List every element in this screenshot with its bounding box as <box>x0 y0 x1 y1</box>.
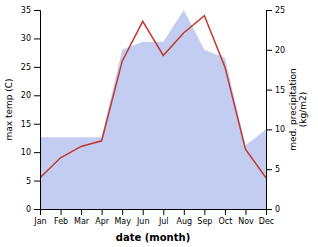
y-tick-label: 20 <box>21 91 31 100</box>
y2-axis-title-line: (kg/m2) <box>298 92 308 127</box>
x-tick-mark <box>225 209 226 215</box>
x-tick: Apr <box>95 209 110 226</box>
y-tick: 20 <box>21 91 40 100</box>
x-tick-label: Feb <box>54 217 68 226</box>
x-tick-mark <box>204 209 205 215</box>
y2-tick-mark <box>266 50 272 51</box>
y-tick: 0 <box>26 205 40 214</box>
x-tick-label: Mar <box>74 217 90 226</box>
y-tick: 5 <box>26 177 40 186</box>
x-axis-line <box>41 210 267 216</box>
y-tick-label: 15 <box>21 120 31 129</box>
x-tick-mark <box>122 209 123 215</box>
y-tick-label: 30 <box>21 34 31 43</box>
y-tick-mark <box>34 209 40 210</box>
y2-axis-title-line: med. precipitation <box>288 68 298 150</box>
y2-tick-label: 15 <box>275 86 285 95</box>
x-tick-label: Jan <box>33 217 46 226</box>
y2-tick-mark <box>266 209 272 210</box>
x-tick: Jan <box>33 209 46 226</box>
x-tick: Nov <box>238 209 254 226</box>
marks <box>40 10 266 209</box>
x-tick-label: Apr <box>95 217 110 226</box>
x-tick-mark <box>163 209 164 215</box>
y2-axis-line <box>267 11 273 210</box>
area <box>40 10 266 209</box>
y-tick-mark <box>34 67 40 68</box>
x-tick-mark <box>61 209 62 215</box>
x-tick-mark <box>81 209 82 215</box>
y2-tick: 25 <box>266 6 285 15</box>
y-axis: 0 5 10 15 20 25 30 35 <box>21 6 41 214</box>
x-tick: Dec <box>259 209 274 226</box>
y-tick-label: 25 <box>21 63 31 72</box>
y2-tick: 20 <box>266 46 285 55</box>
x-tick: Jul <box>158 209 169 226</box>
x-tick-label: Sep <box>197 217 212 226</box>
x-tick: Oct <box>218 209 232 226</box>
x-tick-label: Jun <box>136 217 150 226</box>
line <box>40 16 266 178</box>
x-tick-label: Dec <box>259 217 274 226</box>
y-tick-label: 10 <box>21 148 31 157</box>
y2-axis: 0 5 10 15 20 25 <box>266 6 285 214</box>
y2-tick-label: 0 <box>275 205 280 214</box>
y-tick-mark <box>34 124 40 125</box>
x-tick-mark <box>245 209 246 215</box>
y2-tick-label: 25 <box>275 6 285 15</box>
y-tick-mark <box>34 38 40 39</box>
x-tick: Feb <box>54 209 68 226</box>
x-tick: Sep <box>197 209 212 226</box>
y2-tick-mark <box>266 129 272 130</box>
y-tick-label: 5 <box>26 177 31 186</box>
y2-tick: 0 <box>266 205 280 214</box>
y-tick-mark <box>34 95 40 96</box>
x-axis: Jan Feb Mar Apr May Jun Jul Aug Sep Oct Nov Dec <box>33 209 274 226</box>
y-tick-mark <box>34 10 40 11</box>
x-tick-mark <box>143 209 144 215</box>
x-tick-label: Aug <box>177 217 193 226</box>
y-tick-label: 0 <box>26 205 31 214</box>
y-tick: 15 <box>21 120 40 129</box>
y-tick: 30 <box>21 34 40 43</box>
y2-tick: 15 <box>266 86 285 95</box>
x-tick-label: Jul <box>158 217 169 226</box>
x-tick: Mar <box>74 209 90 226</box>
x-tick-label: May <box>114 217 131 226</box>
y2-tick-label: 20 <box>275 46 285 55</box>
x-tick: May <box>114 209 131 226</box>
y2-tick-label: 10 <box>275 125 285 134</box>
x-tick: Aug <box>177 209 193 226</box>
x-tick-label: Nov <box>238 217 254 226</box>
y-tick: 35 <box>21 6 40 15</box>
y2-tick-mark <box>266 10 272 11</box>
x-tick: Jun <box>136 209 150 226</box>
y-axis-line <box>34 11 41 210</box>
y-tick: 10 <box>21 148 40 157</box>
y-tick-mark <box>34 181 40 182</box>
y2-tick: 10 <box>266 125 285 134</box>
plot: JanFebMarAprMayJunJulAugSepOctNovDec0510… <box>4 6 308 243</box>
y-tick-label: 35 <box>21 6 31 15</box>
x-tick-mark <box>102 209 103 215</box>
y2-tick-mark <box>266 169 272 170</box>
x-tick-mark <box>184 209 185 215</box>
y2-tick-label: 5 <box>275 165 280 174</box>
x-axis-title: date (month) <box>116 232 190 243</box>
y2-tick-mark <box>266 90 272 91</box>
y-tick-mark <box>34 152 40 153</box>
y2-axis-title: med. precipitation(kg/m2) <box>288 68 308 150</box>
chart: JanFebMarAprMayJunJulAugSepOctNovDec0510… <box>0 0 318 247</box>
y-tick: 25 <box>21 63 40 72</box>
y-axis-title: max temp (C) <box>4 78 14 140</box>
y2-tick: 5 <box>266 165 280 174</box>
x-tick-label: Oct <box>218 217 232 226</box>
